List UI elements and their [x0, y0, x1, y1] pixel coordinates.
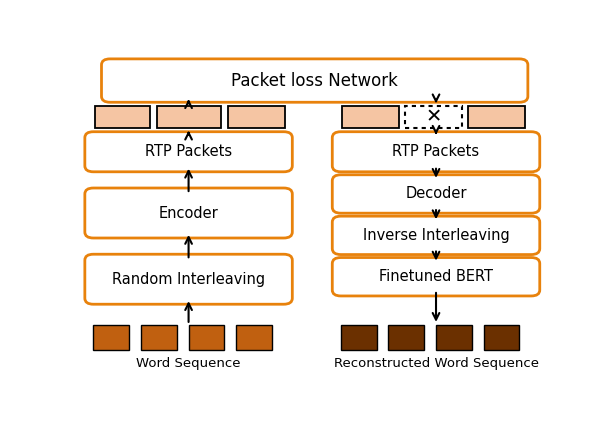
Text: Inverse Interleaving: Inverse Interleaving [363, 228, 510, 243]
Text: Reconstructed Word Sequence: Reconstructed Word Sequence [333, 357, 538, 370]
Bar [436, 325, 472, 350]
Text: Encoder: Encoder [158, 206, 219, 221]
FancyBboxPatch shape [332, 132, 540, 172]
Bar [228, 106, 285, 128]
Bar [468, 106, 525, 128]
Text: Packet loss Network: Packet loss Network [231, 71, 398, 89]
FancyBboxPatch shape [85, 132, 292, 172]
Bar [342, 106, 399, 128]
Text: Random Interleaving: Random Interleaving [112, 272, 265, 287]
Bar [188, 325, 224, 350]
Text: RTP Packets: RTP Packets [145, 144, 232, 159]
Bar [95, 106, 150, 128]
Bar [405, 106, 462, 128]
Bar [141, 325, 177, 350]
Text: Finetuned BERT: Finetuned BERT [379, 269, 493, 284]
FancyBboxPatch shape [332, 216, 540, 255]
Bar [236, 325, 272, 350]
Bar [484, 325, 519, 350]
Bar [93, 325, 129, 350]
Text: Decoder: Decoder [405, 187, 467, 202]
FancyBboxPatch shape [332, 175, 540, 213]
Text: Word Sequence: Word Sequence [136, 357, 241, 370]
FancyBboxPatch shape [332, 258, 540, 296]
Text: ✕: ✕ [426, 108, 442, 127]
Text: RTP Packets: RTP Packets [392, 144, 480, 159]
Bar [157, 106, 221, 128]
Bar [341, 325, 376, 350]
Bar [389, 325, 424, 350]
FancyBboxPatch shape [101, 59, 528, 102]
FancyBboxPatch shape [85, 254, 292, 304]
FancyBboxPatch shape [85, 188, 292, 238]
